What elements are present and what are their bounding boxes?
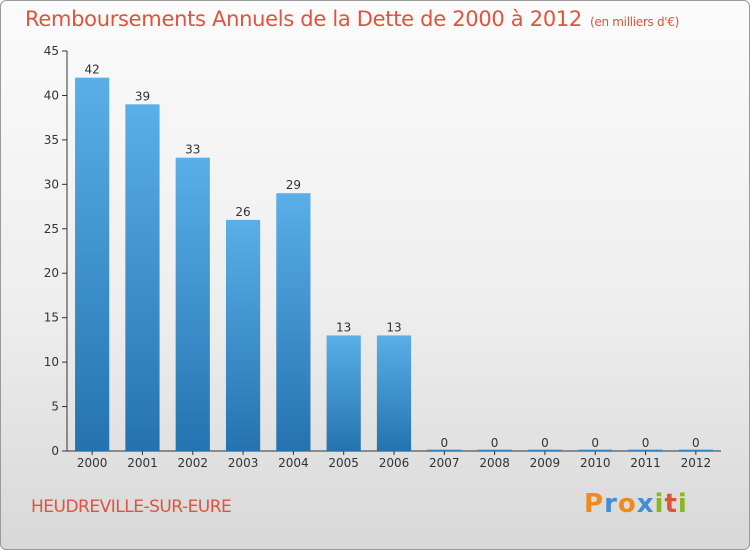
x-tick-label: 2005 — [328, 456, 359, 470]
x-tick-label: 2001 — [127, 456, 158, 470]
bar-2002 — [175, 157, 210, 451]
chart-title: Remboursements Annuels de la Dette de 20… — [25, 7, 679, 31]
proxiti-logo: Proxiti — [584, 489, 688, 519]
x-tick-label: 2012 — [681, 456, 712, 470]
axis-layer: 0 5 10 15 20 25 30 35 40 45 — [44, 44, 721, 458]
value-label: 0 — [692, 436, 700, 450]
bar-2005 — [326, 335, 361, 451]
bar-2004 — [276, 193, 311, 451]
value-label: 0 — [440, 436, 448, 450]
y-tick-label: 35 — [44, 133, 59, 147]
logo-letter: P — [584, 489, 605, 519]
value-label: 33 — [185, 143, 200, 157]
logo-letter: i — [677, 489, 688, 519]
x-tick-label: 2002 — [177, 456, 208, 470]
y-tick-label: 40 — [44, 88, 59, 102]
value-label: 13 — [386, 320, 401, 334]
x-tick-label: 2008 — [479, 456, 510, 470]
logo-letter: x — [636, 489, 655, 519]
logo-letter: r — [604, 489, 618, 519]
bar-2001 — [125, 104, 160, 451]
bar-2008 — [477, 449, 512, 451]
y-tick-label: 45 — [44, 44, 59, 58]
value-label: 39 — [135, 89, 150, 103]
x-tick-label: 2000 — [77, 456, 108, 470]
bar-2011 — [628, 449, 663, 451]
x-tick-label: 2006 — [379, 456, 410, 470]
logo-letter: o — [617, 489, 637, 519]
chart-title-text: Remboursements Annuels de la Dette de 20… — [25, 7, 582, 31]
x-tick-label: 2004 — [278, 456, 309, 470]
y-tick-label: 0 — [51, 444, 59, 458]
y-tick-label: 15 — [44, 311, 59, 325]
y-tick-label: 20 — [44, 266, 59, 280]
bars-layer — [75, 77, 713, 452]
value-label: 42 — [85, 63, 100, 77]
value-label: 0 — [642, 436, 650, 450]
value-label: 13 — [336, 320, 351, 334]
value-label: 0 — [491, 436, 499, 450]
bar-2000 — [75, 77, 110, 452]
x-tick-label: 2009 — [530, 456, 561, 470]
y-tick-label: 25 — [44, 222, 59, 236]
x-tick-label: 2007 — [429, 456, 460, 470]
y-tick-label: 5 — [51, 400, 59, 414]
x-tick-label: 2003 — [228, 456, 259, 470]
chart-unit-note: (en milliers d'€) — [590, 15, 680, 29]
bar-2006 — [376, 335, 412, 451]
commune-name: HEUDREVILLE-SUR-EURE — [31, 497, 232, 517]
bar-2007 — [427, 449, 462, 451]
bar-2010 — [578, 449, 613, 451]
bar-2009 — [527, 449, 563, 451]
value-label: 26 — [235, 205, 250, 219]
bar-2012 — [678, 449, 713, 451]
x-tick-label: 2010 — [580, 456, 611, 470]
labels-layer: 2000 42 2001 39 2002 33 2003 26 2004 29 2005 13 2006… — [77, 63, 711, 470]
y-tick-label: 10 — [44, 355, 59, 369]
x-tick-label: 2011 — [630, 456, 661, 470]
logo-letter: i — [654, 489, 665, 519]
logo-letter: t — [664, 489, 678, 519]
value-label: 29 — [286, 178, 301, 192]
value-label: 0 — [541, 436, 549, 450]
value-label: 0 — [591, 436, 599, 450]
y-tick-label: 30 — [44, 177, 59, 191]
bar-2003 — [225, 219, 261, 451]
